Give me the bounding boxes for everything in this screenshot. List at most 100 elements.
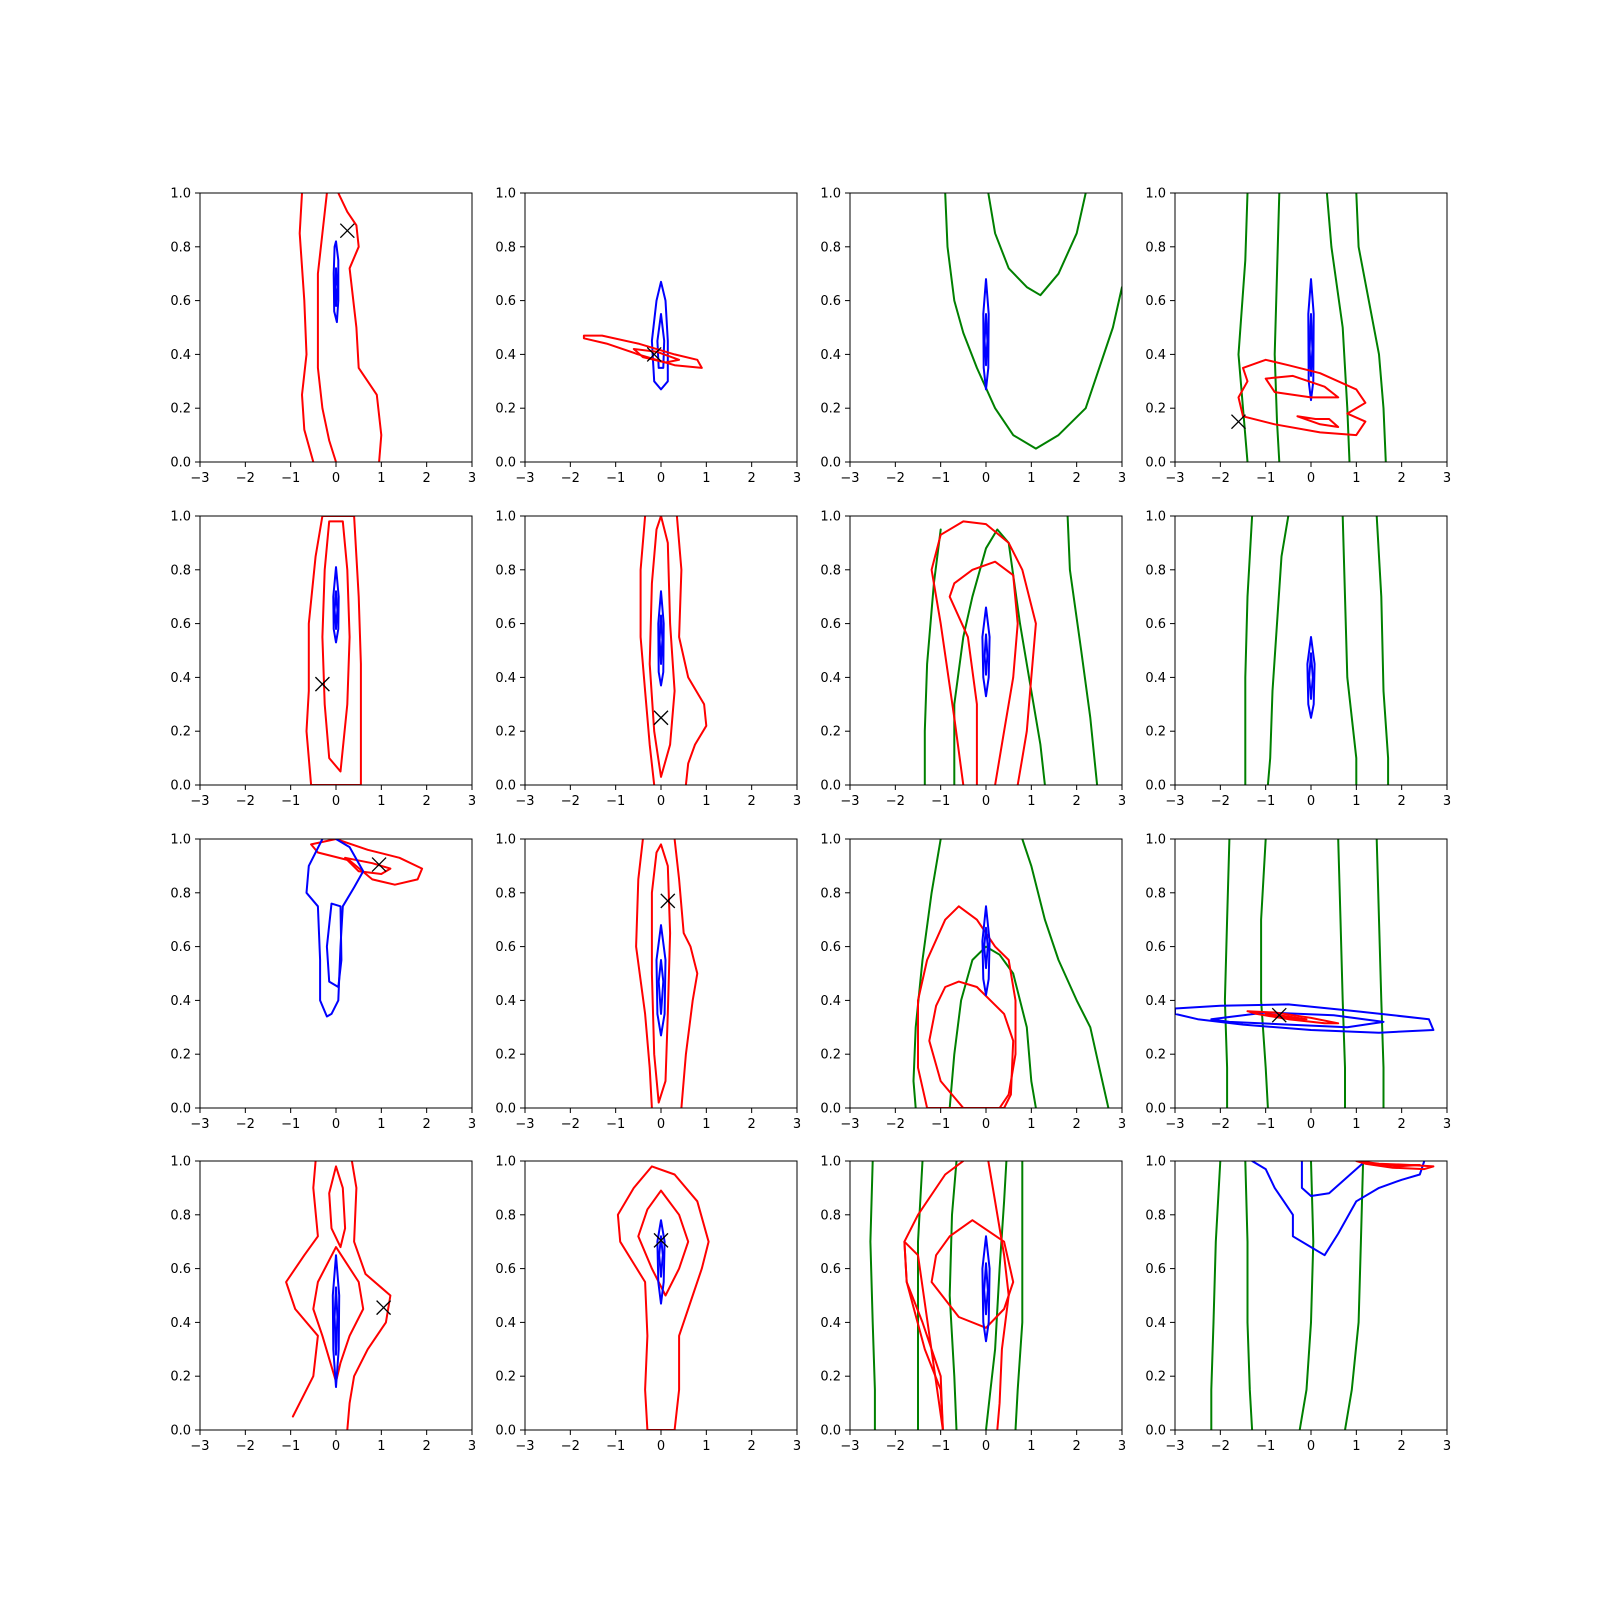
- contour-line-green: [1266, 516, 1290, 785]
- y-tick-label: 1.0: [1145, 187, 1166, 202]
- plot-area: [944, 193, 1122, 450]
- x-marker: [1231, 414, 1246, 430]
- contour-line-red: [632, 348, 681, 364]
- x-tick-label: −3: [515, 471, 534, 486]
- y-tick-label: 1.0: [1145, 1155, 1166, 1170]
- x-tick-label: 0: [332, 1439, 340, 1454]
- contour-line-red: [675, 516, 708, 785]
- y-tick-label: 0.8: [495, 563, 516, 578]
- contour-line-blue: [333, 1286, 339, 1356]
- x-tick-label: 2: [748, 1439, 756, 1454]
- contour-line-blue: [655, 924, 667, 1037]
- x-tick-label: −1: [281, 1439, 300, 1454]
- x-tick-label: 2: [423, 1117, 431, 1132]
- y-tick-label: 0.8: [1145, 1208, 1166, 1223]
- x-tick-label: 1: [702, 1117, 710, 1132]
- x-tick-label: 0: [332, 794, 340, 809]
- x-tick-label: 1: [1352, 794, 1360, 809]
- contour-line-red: [639, 516, 656, 785]
- plot-area: [1244, 516, 1390, 785]
- x-tick-label: 3: [468, 471, 476, 486]
- x-tick-label: 2: [1073, 1117, 1081, 1132]
- y-tick-label: 0.0: [495, 456, 516, 471]
- y-tick-label: 0.4: [820, 348, 841, 363]
- y-tick-label: 1.0: [1145, 510, 1166, 525]
- contour-line-blue: [657, 590, 665, 687]
- contour-line-red: [917, 905, 1017, 1108]
- x-tick-label: 2: [1073, 1439, 1081, 1454]
- y-tick-label: 0.8: [820, 1208, 841, 1223]
- y-tick-label: 0.8: [495, 886, 516, 901]
- contour-line-blue: [334, 267, 339, 307]
- contour-line-green: [1298, 1161, 1315, 1430]
- x-tick-label: −2: [561, 794, 580, 809]
- contour-line-red: [298, 193, 315, 462]
- contour-line-blue: [981, 1235, 991, 1343]
- x-tick-label: −1: [1256, 1439, 1275, 1454]
- contour-line-red: [673, 839, 699, 1108]
- contour-line-red: [337, 193, 383, 462]
- contour-line-blue: [982, 278, 990, 391]
- contour-line-red: [930, 520, 1037, 785]
- subplot-4-4: −3 −2 −1 0 1 2 3 0.0 0.2 0.4 0.6 0.8 1.0: [1145, 1155, 1451, 1455]
- contour-line-red: [928, 980, 1015, 1108]
- y-tick-label: 0.2: [1145, 1370, 1166, 1385]
- y-tick-label: 0.4: [820, 671, 841, 686]
- y-tick-label: 0.0: [1145, 1424, 1166, 1439]
- x-tick-label: 3: [1118, 1117, 1126, 1132]
- y-tick-label: 0.2: [820, 725, 841, 740]
- y-tick-label: 0.4: [1145, 671, 1166, 686]
- contour-line-green: [1021, 839, 1110, 1108]
- x-tick-label: 2: [1073, 794, 1081, 809]
- contour-line-green: [948, 1161, 958, 1430]
- contour-line-red: [305, 516, 362, 785]
- plot-area: [1210, 1161, 1435, 1430]
- x-tick-label: 2: [748, 794, 756, 809]
- x-tick-label: −1: [1256, 1117, 1275, 1132]
- x-tick-label: 2: [423, 794, 431, 809]
- y-tick-label: 1.0: [170, 187, 191, 202]
- contour-line-green: [953, 528, 1046, 785]
- y-tick-label: 0.2: [495, 402, 516, 417]
- axes-frame: [849, 1160, 1123, 1431]
- contour-line-red: [1296, 415, 1340, 428]
- x-tick-label: 3: [1443, 1439, 1451, 1454]
- y-tick-label: 1.0: [495, 187, 516, 202]
- subplot-1-3: −3 −2 −1 0 1 2 3 0.0 0.2 0.4 0.6 0.8 1.0: [820, 187, 1126, 487]
- y-tick-label: 0.2: [820, 1370, 841, 1385]
- x-tick-label: −1: [606, 1439, 625, 1454]
- contour-line-blue: [981, 606, 991, 698]
- x-tick-label: −2: [561, 471, 580, 486]
- y-tick-label: 0.2: [170, 725, 191, 740]
- y-tick-label: 1.0: [820, 1155, 841, 1170]
- x-tick-label: 3: [1118, 794, 1126, 809]
- y-tick-label: 0.2: [170, 1048, 191, 1063]
- axes-frame: [524, 1160, 798, 1431]
- contour-line-green: [944, 193, 1122, 450]
- x-tick-label: −3: [190, 794, 209, 809]
- x-tick-label: −2: [1211, 1439, 1230, 1454]
- axes-frame: [849, 838, 1123, 1109]
- axes-frame: [199, 838, 473, 1109]
- subplot-1-1: −3 −2 −1 0 1 2 3 0.0 0.2 0.4 0.6 0.8 1.0: [170, 187, 476, 487]
- y-tick-label: 0.4: [170, 671, 191, 686]
- y-tick-label: 0.2: [820, 1048, 841, 1063]
- contour-line-red: [635, 839, 653, 1108]
- y-tick-label: 1.0: [495, 1155, 516, 1170]
- contour-line-green: [1375, 516, 1390, 785]
- x-tick-label: 0: [982, 1117, 990, 1132]
- contour-line-green: [1273, 193, 1281, 462]
- y-tick-label: 0.6: [170, 617, 191, 632]
- contour-line-green: [948, 945, 1037, 1108]
- y-tick-label: 0.8: [820, 240, 841, 255]
- subplot-4-3: −3 −2 −1 0 1 2 3 0.0 0.2 0.4 0.6 0.8 1.0: [820, 1155, 1126, 1455]
- contour-line-blue: [333, 590, 339, 630]
- plot-area: [635, 839, 699, 1108]
- y-tick-label: 0.6: [495, 617, 516, 632]
- x-marker: [646, 346, 662, 362]
- x-tick-label: 3: [793, 1117, 801, 1132]
- x-tick-label: −3: [190, 471, 209, 486]
- y-tick-label: 0.2: [495, 1370, 516, 1385]
- subplot-2-1: −3 −2 −1 0 1 2 3 0.0 0.2 0.4 0.6 0.8 1.0: [170, 510, 476, 810]
